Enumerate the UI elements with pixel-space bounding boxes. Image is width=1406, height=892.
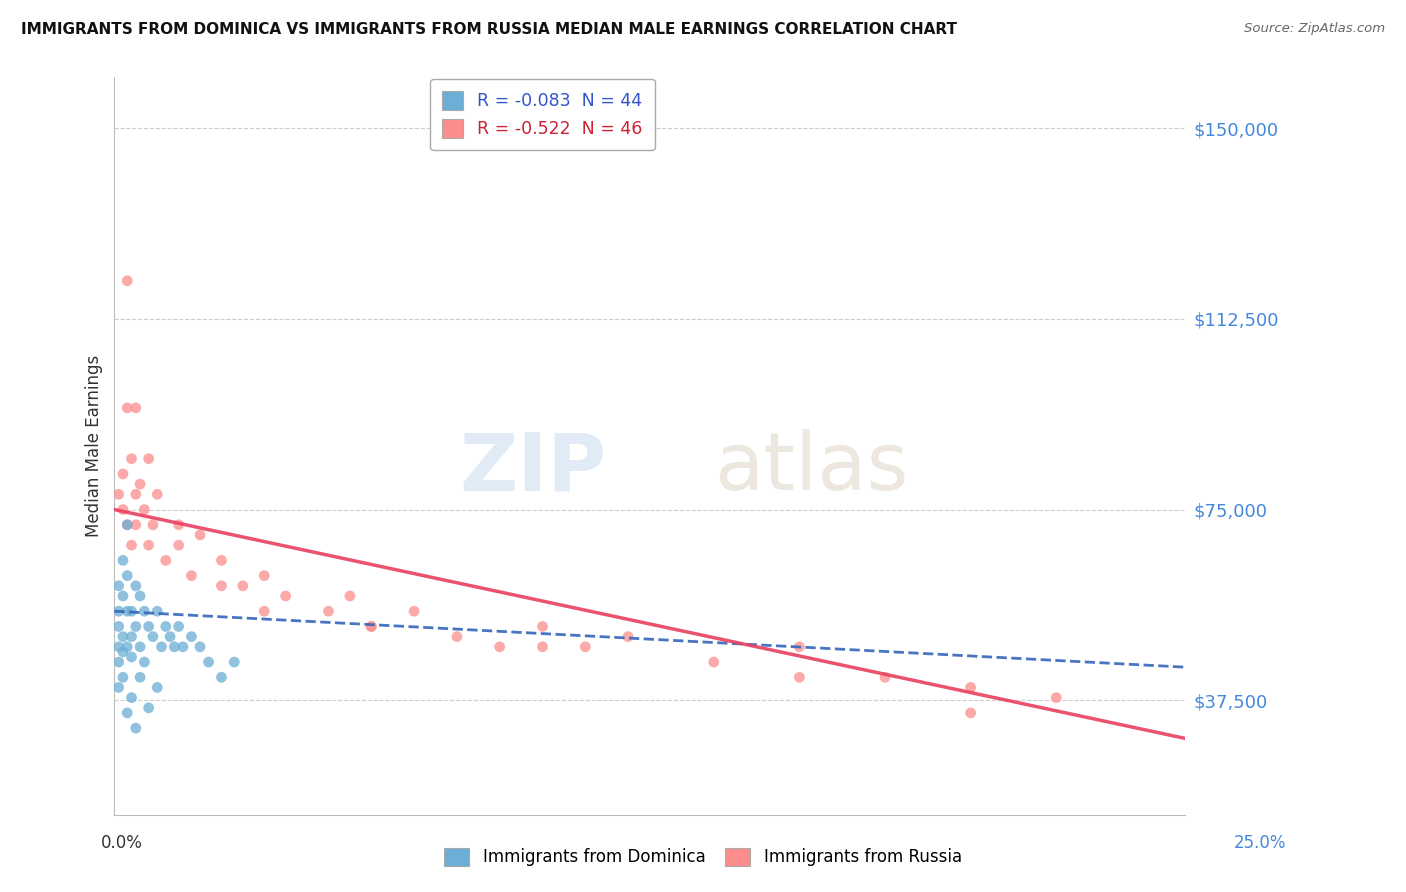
Point: [121, 690, 143, 705]
Point: [125, 517, 148, 532]
Point: [107, 619, 129, 633]
Point: [155, 619, 177, 633]
Point: [360, 619, 382, 633]
Text: Source: ZipAtlas.com: Source: ZipAtlas.com: [1244, 22, 1385, 36]
Point: [138, 538, 160, 552]
Point: [253, 604, 276, 618]
Point: [1045, 690, 1067, 705]
Point: [134, 502, 156, 516]
Text: 25.0%: 25.0%: [1234, 834, 1286, 852]
Point: [129, 589, 152, 603]
Point: [107, 640, 129, 654]
Point: [209, 553, 232, 567]
Y-axis label: Median Male Earnings: Median Male Earnings: [86, 355, 103, 537]
Point: [117, 706, 139, 720]
Point: [107, 579, 129, 593]
Point: [107, 681, 129, 695]
Point: [117, 604, 139, 618]
Point: [117, 517, 139, 532]
Point: [129, 640, 152, 654]
Point: [318, 604, 340, 618]
Point: [111, 553, 134, 567]
Point: [180, 568, 202, 582]
Point: [117, 517, 139, 532]
Point: [107, 487, 129, 501]
Point: [789, 640, 811, 654]
Point: [188, 640, 211, 654]
Point: [789, 670, 811, 684]
Point: [142, 517, 165, 532]
Point: [129, 477, 152, 491]
Point: [209, 579, 232, 593]
Point: [209, 670, 232, 684]
Point: [117, 568, 139, 582]
Point: [138, 451, 160, 466]
Point: [146, 487, 169, 501]
Point: [117, 640, 139, 654]
Point: [107, 655, 129, 669]
Point: [253, 568, 276, 582]
Point: [117, 274, 139, 288]
Point: [197, 655, 219, 669]
Point: [488, 640, 510, 654]
Legend: R = -0.083  N = 44, R = -0.522  N = 46: R = -0.083 N = 44, R = -0.522 N = 46: [430, 78, 655, 150]
Point: [339, 589, 361, 603]
Point: [531, 619, 554, 633]
Point: [959, 706, 981, 720]
Point: [125, 401, 148, 415]
Point: [360, 619, 382, 633]
Point: [125, 721, 148, 735]
Text: atlas: atlas: [714, 429, 908, 508]
Point: [617, 630, 640, 644]
Point: [121, 630, 143, 644]
Point: [167, 517, 190, 532]
Point: [180, 630, 202, 644]
Point: [121, 604, 143, 618]
Point: [172, 640, 194, 654]
Point: [167, 538, 190, 552]
Point: [163, 640, 186, 654]
Point: [703, 655, 725, 669]
Text: IMMIGRANTS FROM DOMINICA VS IMMIGRANTS FROM RUSSIA MEDIAN MALE EARNINGS CORRELAT: IMMIGRANTS FROM DOMINICA VS IMMIGRANTS F…: [21, 22, 957, 37]
Point: [117, 401, 139, 415]
Point: [121, 451, 143, 466]
Point: [111, 589, 134, 603]
Point: [150, 640, 173, 654]
Point: [188, 528, 211, 542]
Point: [274, 589, 297, 603]
Point: [134, 604, 156, 618]
Point: [111, 645, 134, 659]
Point: [111, 670, 134, 684]
Legend: Immigrants from Dominica, Immigrants from Russia: Immigrants from Dominica, Immigrants fro…: [437, 841, 969, 873]
Text: 0.0%: 0.0%: [101, 834, 143, 852]
Point: [873, 670, 896, 684]
Point: [111, 467, 134, 481]
Point: [125, 487, 148, 501]
Point: [142, 630, 165, 644]
Point: [125, 579, 148, 593]
Point: [121, 650, 143, 665]
Point: [129, 670, 152, 684]
Point: [404, 604, 426, 618]
Point: [134, 655, 156, 669]
Point: [111, 630, 134, 644]
Point: [155, 553, 177, 567]
Point: [159, 630, 181, 644]
Point: [111, 502, 134, 516]
Point: [107, 604, 129, 618]
Point: [446, 630, 468, 644]
Point: [531, 640, 554, 654]
Point: [224, 655, 246, 669]
Point: [138, 701, 160, 715]
Point: [167, 619, 190, 633]
Point: [232, 579, 254, 593]
Point: [146, 681, 169, 695]
Point: [146, 604, 169, 618]
Point: [121, 538, 143, 552]
Point: [138, 619, 160, 633]
Point: [959, 681, 981, 695]
Point: [574, 640, 596, 654]
Point: [125, 619, 148, 633]
Text: ZIP: ZIP: [460, 429, 607, 508]
